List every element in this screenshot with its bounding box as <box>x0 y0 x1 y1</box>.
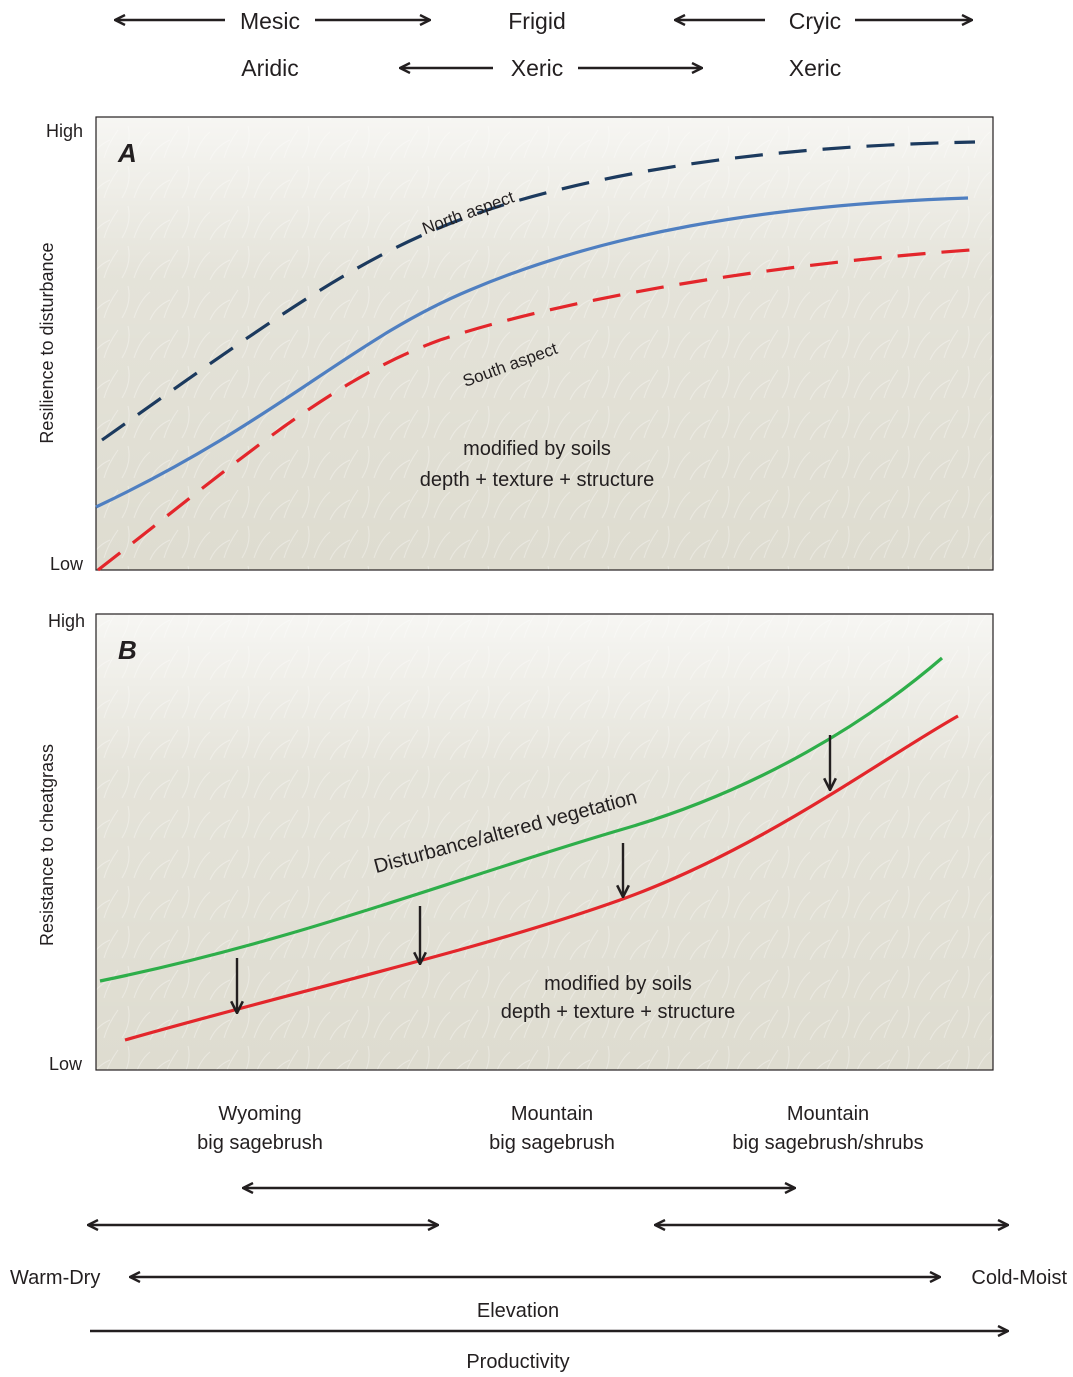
productivity-label: Productivity <box>466 1351 569 1373</box>
panel-a-y-high: High <box>46 121 83 141</box>
regime-xeric-middle: Xeric <box>511 55 563 81</box>
undisturbed-curve <box>99 656 944 983</box>
panel-a-y-low: Low <box>50 554 84 574</box>
panel-a-letter: A <box>117 138 137 168</box>
panel-b-y-low: Low <box>49 1054 83 1074</box>
panel-a: High Low Resilience to disturbance A Nor… <box>37 116 994 574</box>
regime-aridic: Aridic <box>241 55 299 81</box>
panel-b-y-high: High <box>48 611 85 631</box>
gradient-right-label: Cold-Moist <box>971 1267 1067 1289</box>
vegetation-wyoming-line2: big sagebrush <box>197 1132 323 1154</box>
south-aspect-curve <box>97 248 971 572</box>
resilience-mean-curve <box>95 196 969 509</box>
vegetation-mountain-shrubs-line2: big sagebrush/shrubs <box>732 1132 923 1154</box>
regime-cryic: Cryic <box>789 8 841 34</box>
vegetation-mountain-line1: Mountain <box>511 1103 593 1125</box>
elevation-label: Elevation <box>477 1300 559 1322</box>
vegetation-mountain-line2: big sagebrush <box>489 1132 615 1154</box>
panel-b-y-label: Resistance to cheatgrass <box>37 744 57 946</box>
vegetation-types: Wyoming big sagebrush Mountain big sageb… <box>88 1103 1008 1225</box>
panel-a-y-label: Resilience to disturbance <box>37 242 57 443</box>
panel-b-letter: B <box>118 635 137 665</box>
panel-b-soils-line2: depth + texture + structure <box>501 1001 736 1023</box>
gradient-left-label: Warm-Dry <box>10 1267 100 1289</box>
disturbed-curve <box>124 714 959 1042</box>
north-aspect-curve <box>101 140 976 442</box>
regime-frigid: Frigid <box>508 8 566 34</box>
panel-b-frame <box>95 613 994 1071</box>
vegetation-mountain-shrubs-line1: Mountain <box>787 1103 869 1125</box>
panel-a-soils-line2: depth + texture + structure <box>420 469 655 491</box>
panel-b: High Low Resistance to cheatgrass B Dist… <box>37 611 994 1074</box>
panel-b-soils-line1: modified by soils <box>544 973 692 995</box>
regime-xeric-right: Xeric <box>789 55 841 81</box>
panel-a-soils-line1: modified by soils <box>463 438 611 460</box>
panel-a-frame <box>95 116 994 571</box>
vegetation-wyoming-line1: Wyoming <box>218 1103 301 1125</box>
regime-header: Mesic Frigid Cryic Aridic Xeric Xeric <box>115 8 972 81</box>
environmental-gradient: Warm-Dry Cold-Moist Elevation Productivi… <box>10 1267 1067 1373</box>
regime-mesic: Mesic <box>240 8 300 34</box>
